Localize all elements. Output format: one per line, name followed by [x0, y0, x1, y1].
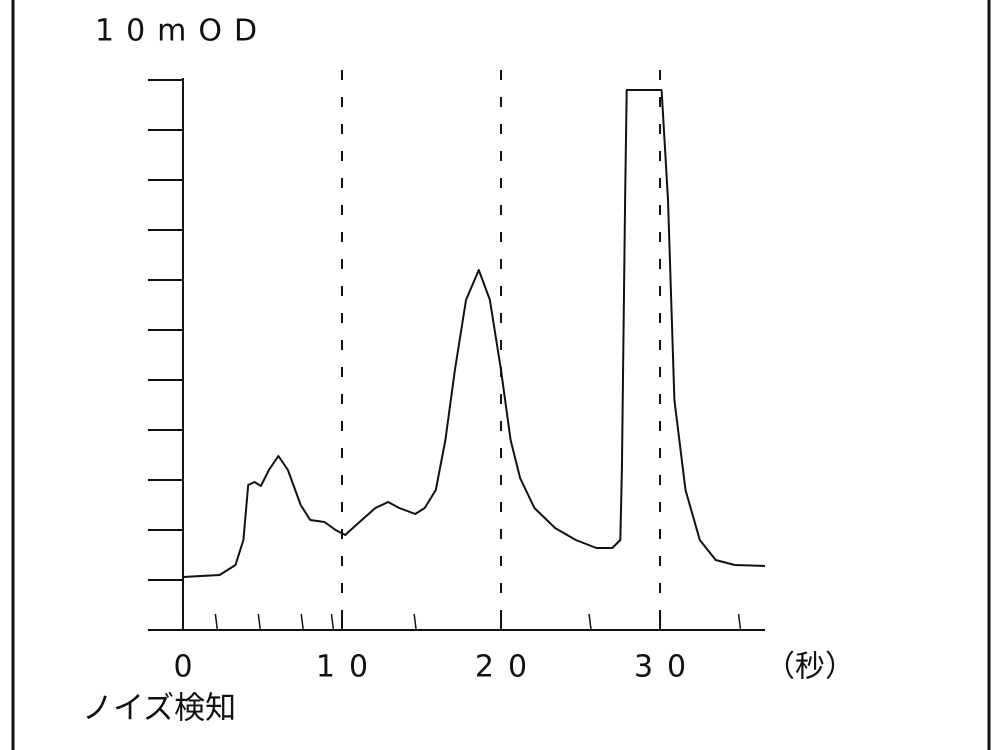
y-axis-label: 10mOD — [95, 14, 269, 49]
noise-mark — [257, 613, 262, 631]
x-axis-label: （秒） — [765, 650, 855, 685]
data-line — [182, 89, 766, 578]
x-tick-label: 20 — [475, 650, 541, 685]
noise-mark — [413, 613, 417, 631]
noise-mark — [737, 613, 742, 631]
noise-mark — [588, 613, 592, 631]
annotation: ノイズ検知 — [82, 691, 236, 727]
x-tick-label: 10 — [316, 650, 382, 685]
x-tick-label: 30 — [634, 650, 700, 685]
x-tick-label: 0 — [173, 650, 206, 685]
noise-mark — [330, 613, 335, 631]
noise-mark — [214, 613, 219, 631]
noise-mark — [300, 613, 304, 631]
